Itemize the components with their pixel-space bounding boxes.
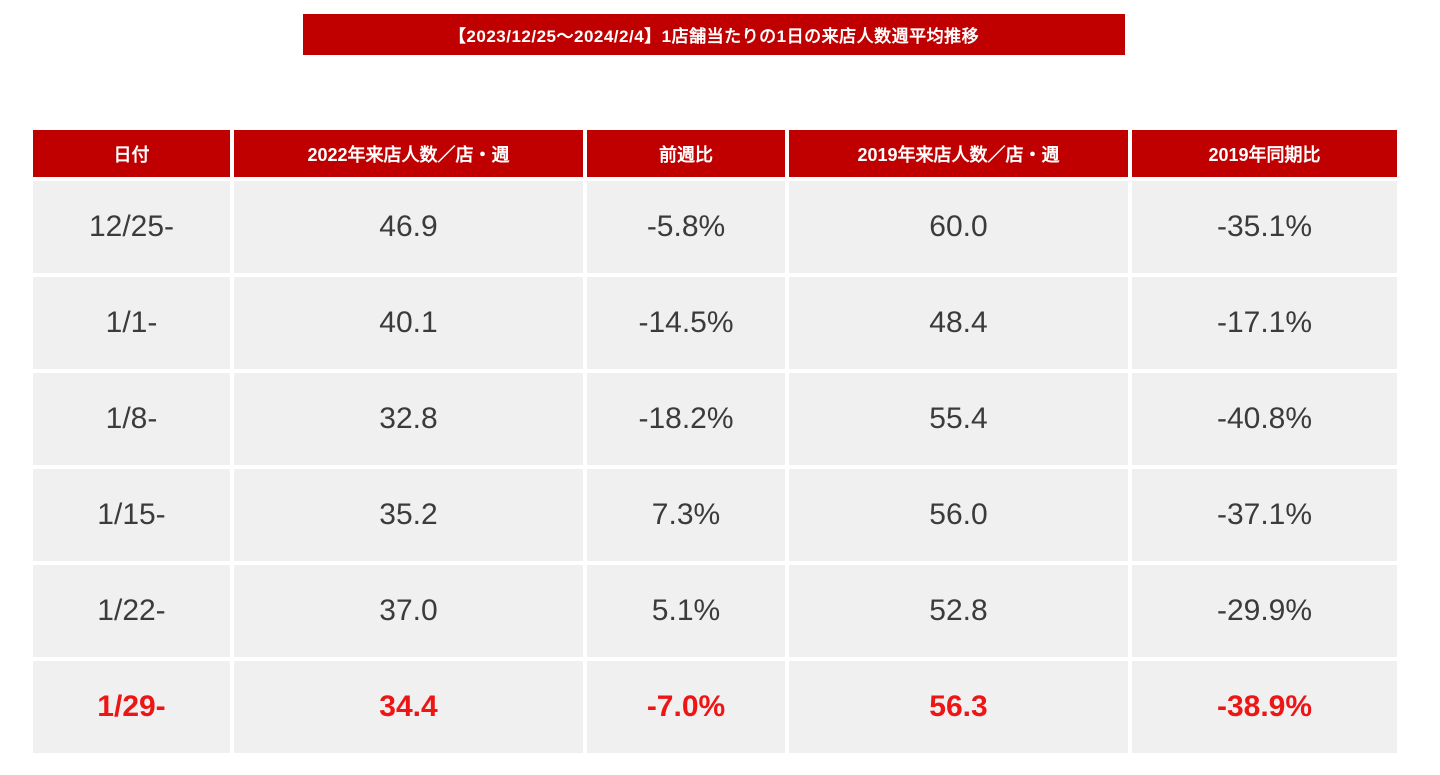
table-row-highlighted: 1/29- 34.4 -7.0% 56.3 -38.9% xyxy=(33,661,1397,753)
visitor-count-table: 日付 2022年来店人数／店・週 前週比 2019年来店人数／店・週 2019年… xyxy=(29,126,1401,757)
cell-vs-2019: -40.8% xyxy=(1132,373,1397,465)
page-title: 【2023/12/25～2024/2/4】1店舗当たりの1日の来店人数週平均推移 xyxy=(448,27,980,46)
cell-vs-2019: -17.1% xyxy=(1132,277,1397,369)
cell-2022-visitors: 46.9 xyxy=(234,181,583,273)
cell-2022-visitors: 40.1 xyxy=(234,277,583,369)
cell-2019-visitors: 52.8 xyxy=(789,565,1128,657)
cell-wow-change: -5.8% xyxy=(587,181,785,273)
cell-2019-visitors: 55.4 xyxy=(789,373,1128,465)
table-row: 1/8- 32.8 -18.2% 55.4 -40.8% xyxy=(33,373,1397,465)
title-banner: 【2023/12/25～2024/2/4】1店舗当たりの1日の来店人数週平均推移 xyxy=(303,14,1125,55)
col-header-2022-visitors: 2022年来店人数／店・週 xyxy=(234,130,583,177)
cell-wow-change: -18.2% xyxy=(587,373,785,465)
cell-date: 1/8- xyxy=(33,373,230,465)
cell-date: 1/1- xyxy=(33,277,230,369)
col-header-date: 日付 xyxy=(33,130,230,177)
cell-2019-visitors: 56.0 xyxy=(789,469,1128,561)
col-header-2019-visitors: 2019年来店人数／店・週 xyxy=(789,130,1128,177)
cell-date: 1/29- xyxy=(33,661,230,753)
cell-date: 12/25- xyxy=(33,181,230,273)
cell-vs-2019: -29.9% xyxy=(1132,565,1397,657)
cell-vs-2019: -37.1% xyxy=(1132,469,1397,561)
cell-2022-visitors: 35.2 xyxy=(234,469,583,561)
table-row: 1/1- 40.1 -14.5% 48.4 -17.1% xyxy=(33,277,1397,369)
cell-2019-visitors: 56.3 xyxy=(789,661,1128,753)
table-row: 1/15- 35.2 7.3% 56.0 -37.1% xyxy=(33,469,1397,561)
col-header-vs-2019: 2019年同期比 xyxy=(1132,130,1397,177)
cell-wow-change: -14.5% xyxy=(587,277,785,369)
cell-2022-visitors: 32.8 xyxy=(234,373,583,465)
table-row: 12/25- 46.9 -5.8% 60.0 -35.1% xyxy=(33,181,1397,273)
col-header-wow-change: 前週比 xyxy=(587,130,785,177)
table-header-row: 日付 2022年来店人数／店・週 前週比 2019年来店人数／店・週 2019年… xyxy=(33,130,1397,177)
cell-2022-visitors: 34.4 xyxy=(234,661,583,753)
cell-date: 1/22- xyxy=(33,565,230,657)
cell-2019-visitors: 60.0 xyxy=(789,181,1128,273)
cell-vs-2019: -38.9% xyxy=(1132,661,1397,753)
cell-date: 1/15- xyxy=(33,469,230,561)
cell-wow-change: 7.3% xyxy=(587,469,785,561)
table-row: 1/22- 37.0 5.1% 52.8 -29.9% xyxy=(33,565,1397,657)
cell-wow-change: -7.0% xyxy=(587,661,785,753)
cell-vs-2019: -35.1% xyxy=(1132,181,1397,273)
cell-2019-visitors: 48.4 xyxy=(789,277,1128,369)
cell-wow-change: 5.1% xyxy=(587,565,785,657)
cell-2022-visitors: 37.0 xyxy=(234,565,583,657)
